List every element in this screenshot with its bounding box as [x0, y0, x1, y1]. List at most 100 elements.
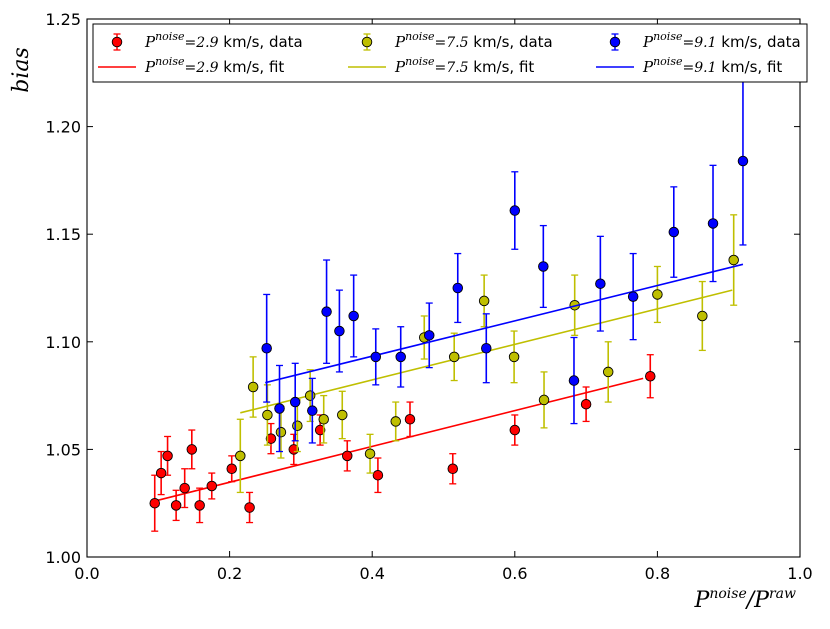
data-point — [348, 310, 359, 322]
data-point — [737, 155, 749, 167]
legend-label-part: P — [642, 58, 654, 76]
legend-marker — [609, 36, 621, 48]
data-point — [478, 295, 490, 307]
x-tick-label: 0.6 — [502, 564, 527, 583]
data-point — [275, 426, 287, 438]
legend-label-part: =7.5 — [434, 35, 468, 51]
legend-label-data: Pnoise=9.1 km/s, data — [642, 30, 801, 51]
data-point — [235, 450, 246, 462]
data-point — [261, 343, 272, 354]
data-point — [508, 351, 520, 363]
legend-marker — [111, 36, 123, 48]
data-point — [364, 448, 376, 459]
data-point — [538, 394, 550, 406]
legend-label-part: noise — [155, 30, 185, 43]
data-point — [652, 289, 663, 300]
data-point — [155, 467, 167, 479]
legend-label-fit: Pnoise=7.5 km/s, fit — [394, 55, 534, 76]
x-axis-title-part: raw — [769, 586, 796, 602]
x-tick-label: 0.2 — [217, 564, 242, 583]
legend-label-part: P — [394, 33, 406, 51]
y-tick-label: 1.20 — [45, 118, 81, 137]
data-point — [334, 325, 345, 337]
data-point — [481, 343, 492, 354]
data-point — [307, 405, 318, 416]
data-point — [602, 366, 614, 378]
y-tick-label: 1.25 — [45, 10, 81, 29]
series-2 — [235, 214, 739, 494]
x-axis-title: Pnoise/Praw — [694, 586, 796, 613]
x-tick-label: 0.4 — [359, 564, 384, 583]
data-point — [262, 409, 273, 421]
legend-label-part: km/s, fit — [218, 58, 284, 76]
y-tick-label: 1.05 — [45, 440, 81, 459]
data-point — [274, 403, 285, 414]
data-point — [265, 433, 277, 444]
legend-label-part: km/s, data — [218, 33, 302, 51]
y-tick-label: 1.10 — [45, 333, 81, 352]
data-point — [247, 381, 259, 393]
x-axis-title-part: /P — [745, 588, 770, 613]
x-tick-label: 0.8 — [645, 564, 670, 583]
data-point — [395, 351, 406, 363]
data-point — [292, 420, 303, 431]
legend-label-part: km/s, fit — [716, 58, 782, 76]
data-point — [149, 497, 160, 509]
legend-label-data: Pnoise=7.5 km/s, data — [394, 30, 553, 51]
legend-label-part: =9.1 — [682, 60, 716, 76]
legend-label-part: P — [394, 58, 406, 76]
x-axis-title-part: noise — [709, 586, 746, 602]
data-point — [314, 424, 326, 436]
fit-line-1 — [154, 377, 644, 502]
legend-label-part: km/s, fit — [468, 58, 534, 76]
x-tick-label: 0.0 — [74, 564, 99, 583]
data-point — [509, 205, 521, 216]
data-point — [321, 306, 332, 317]
legend-marker — [361, 36, 373, 48]
data-point — [404, 414, 416, 425]
plot-frame — [86, 18, 801, 558]
legend-label-part: =2.9 — [184, 60, 218, 76]
data-point — [390, 416, 401, 427]
data-point — [448, 351, 460, 363]
y-tick-label: 1.00 — [45, 548, 81, 567]
data-point — [289, 396, 301, 408]
data-point — [580, 398, 592, 410]
plot-area — [149, 76, 749, 532]
data-point — [341, 450, 353, 462]
legend-label-part: noise — [653, 55, 683, 68]
data-point — [194, 500, 205, 511]
legend-label-part: =7.5 — [434, 60, 468, 76]
series-1 — [149, 354, 656, 532]
legend-label-part: P — [144, 33, 156, 51]
legend-label-fit: Pnoise=2.9 km/s, fit — [144, 55, 284, 76]
data-point — [206, 480, 218, 492]
legend-label-part: P — [642, 33, 654, 51]
data-point — [668, 226, 680, 238]
data-point — [179, 482, 190, 494]
data-point — [595, 278, 606, 289]
data-point — [452, 282, 464, 294]
data-point — [186, 444, 198, 455]
x-tick-label: 1.0 — [787, 564, 812, 583]
y-tick-label: 1.15 — [45, 225, 81, 244]
data-point — [226, 463, 237, 475]
fit-line-3 — [265, 263, 744, 384]
legend-label-part: P — [144, 58, 156, 76]
axes: 0.0 0.2 0.4 0.6 0.8 1.0 1.00 1.05 1.10 1.15 1.20 1.… — [9, 10, 813, 613]
legend-label-part: noise — [155, 55, 185, 68]
data-point — [509, 424, 521, 436]
data-point — [707, 218, 719, 229]
legend-label-part: km/s, data — [716, 33, 800, 51]
legend-label-data: Pnoise=2.9 km/s, data — [144, 30, 303, 51]
legend-label-part: =9.1 — [682, 35, 716, 51]
legend-box — [92, 23, 808, 83]
legend-label-part: km/s, data — [468, 33, 552, 51]
data-point — [370, 351, 382, 363]
legend-label-part: noise — [405, 55, 435, 68]
data-point — [627, 291, 639, 302]
data-point — [170, 500, 182, 511]
